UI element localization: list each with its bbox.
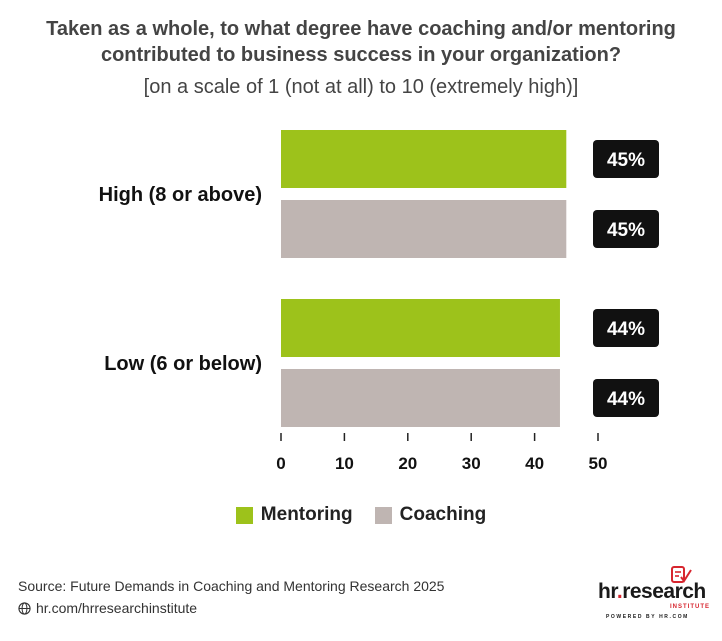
data-label-box-coaching-1 xyxy=(593,379,659,417)
x-tick-label-2: 20 xyxy=(398,454,417,473)
x-tick-label-5: 50 xyxy=(589,454,608,473)
legend: Mentoring Coaching xyxy=(0,504,722,526)
legend-label-mentoring: Mentoring xyxy=(260,504,353,525)
data-label-mentoring-1: 44% xyxy=(607,319,645,340)
legend-swatch-mentoring xyxy=(235,506,253,524)
logo-mark-icon xyxy=(671,566,692,583)
site-link[interactable]: hr.com/hrresearchinstitute xyxy=(18,600,197,616)
category-label-1: Low (6 or below) xyxy=(104,353,262,375)
data-label-box-mentoring-1 xyxy=(593,309,659,347)
bar-coaching-high xyxy=(281,200,567,258)
data-label-coaching-1: 44% xyxy=(607,389,645,410)
x-tick-label-0: 0 xyxy=(276,454,285,473)
logo-powered-by: POWERED BY HR.COM xyxy=(606,614,689,620)
source-note: Source: Future Demands in Coaching and M… xyxy=(18,578,445,594)
bar-mentoring-low xyxy=(281,299,560,357)
bar-chart: 45% 45% High (8 or above) 44% 44% Low (6 or b… xyxy=(99,130,659,473)
x-tick-label-4: 40 xyxy=(525,454,544,473)
chart-subtitle: [on a scale of 1 (not at all) to 10 (ext… xyxy=(143,76,579,98)
site-url[interactable]: hr.com/hrresearchinstitute xyxy=(36,600,198,616)
data-label-mentoring-0: 45% xyxy=(607,150,645,171)
legend-swatch-coaching xyxy=(374,506,392,524)
category-label-0: High (8 or above) xyxy=(99,184,262,206)
legend-label-coaching: Coaching xyxy=(399,504,487,525)
data-label-coaching-0: 45% xyxy=(607,220,645,241)
bar-coaching-low xyxy=(281,369,560,427)
data-label-box-mentoring-0 xyxy=(593,140,659,178)
globe-icon xyxy=(18,601,31,615)
hr-research-logo: hr.research INSTITUTE POWERED BY HR.COM xyxy=(598,566,714,626)
legend-item-mentoring: Mentoring xyxy=(235,504,353,526)
data-label-box-coaching-0 xyxy=(593,210,659,248)
legend-item-coaching: Coaching xyxy=(374,504,487,526)
logo-institute: INSTITUTE xyxy=(670,604,710,610)
x-tick-label-3: 30 xyxy=(462,454,481,473)
chart-title: Taken as a whole, to what degree have co… xyxy=(46,18,676,66)
x-tick-label-1: 10 xyxy=(335,454,354,473)
bar-mentoring-high xyxy=(281,130,567,188)
logo-wordmark: hr.research xyxy=(598,580,706,603)
